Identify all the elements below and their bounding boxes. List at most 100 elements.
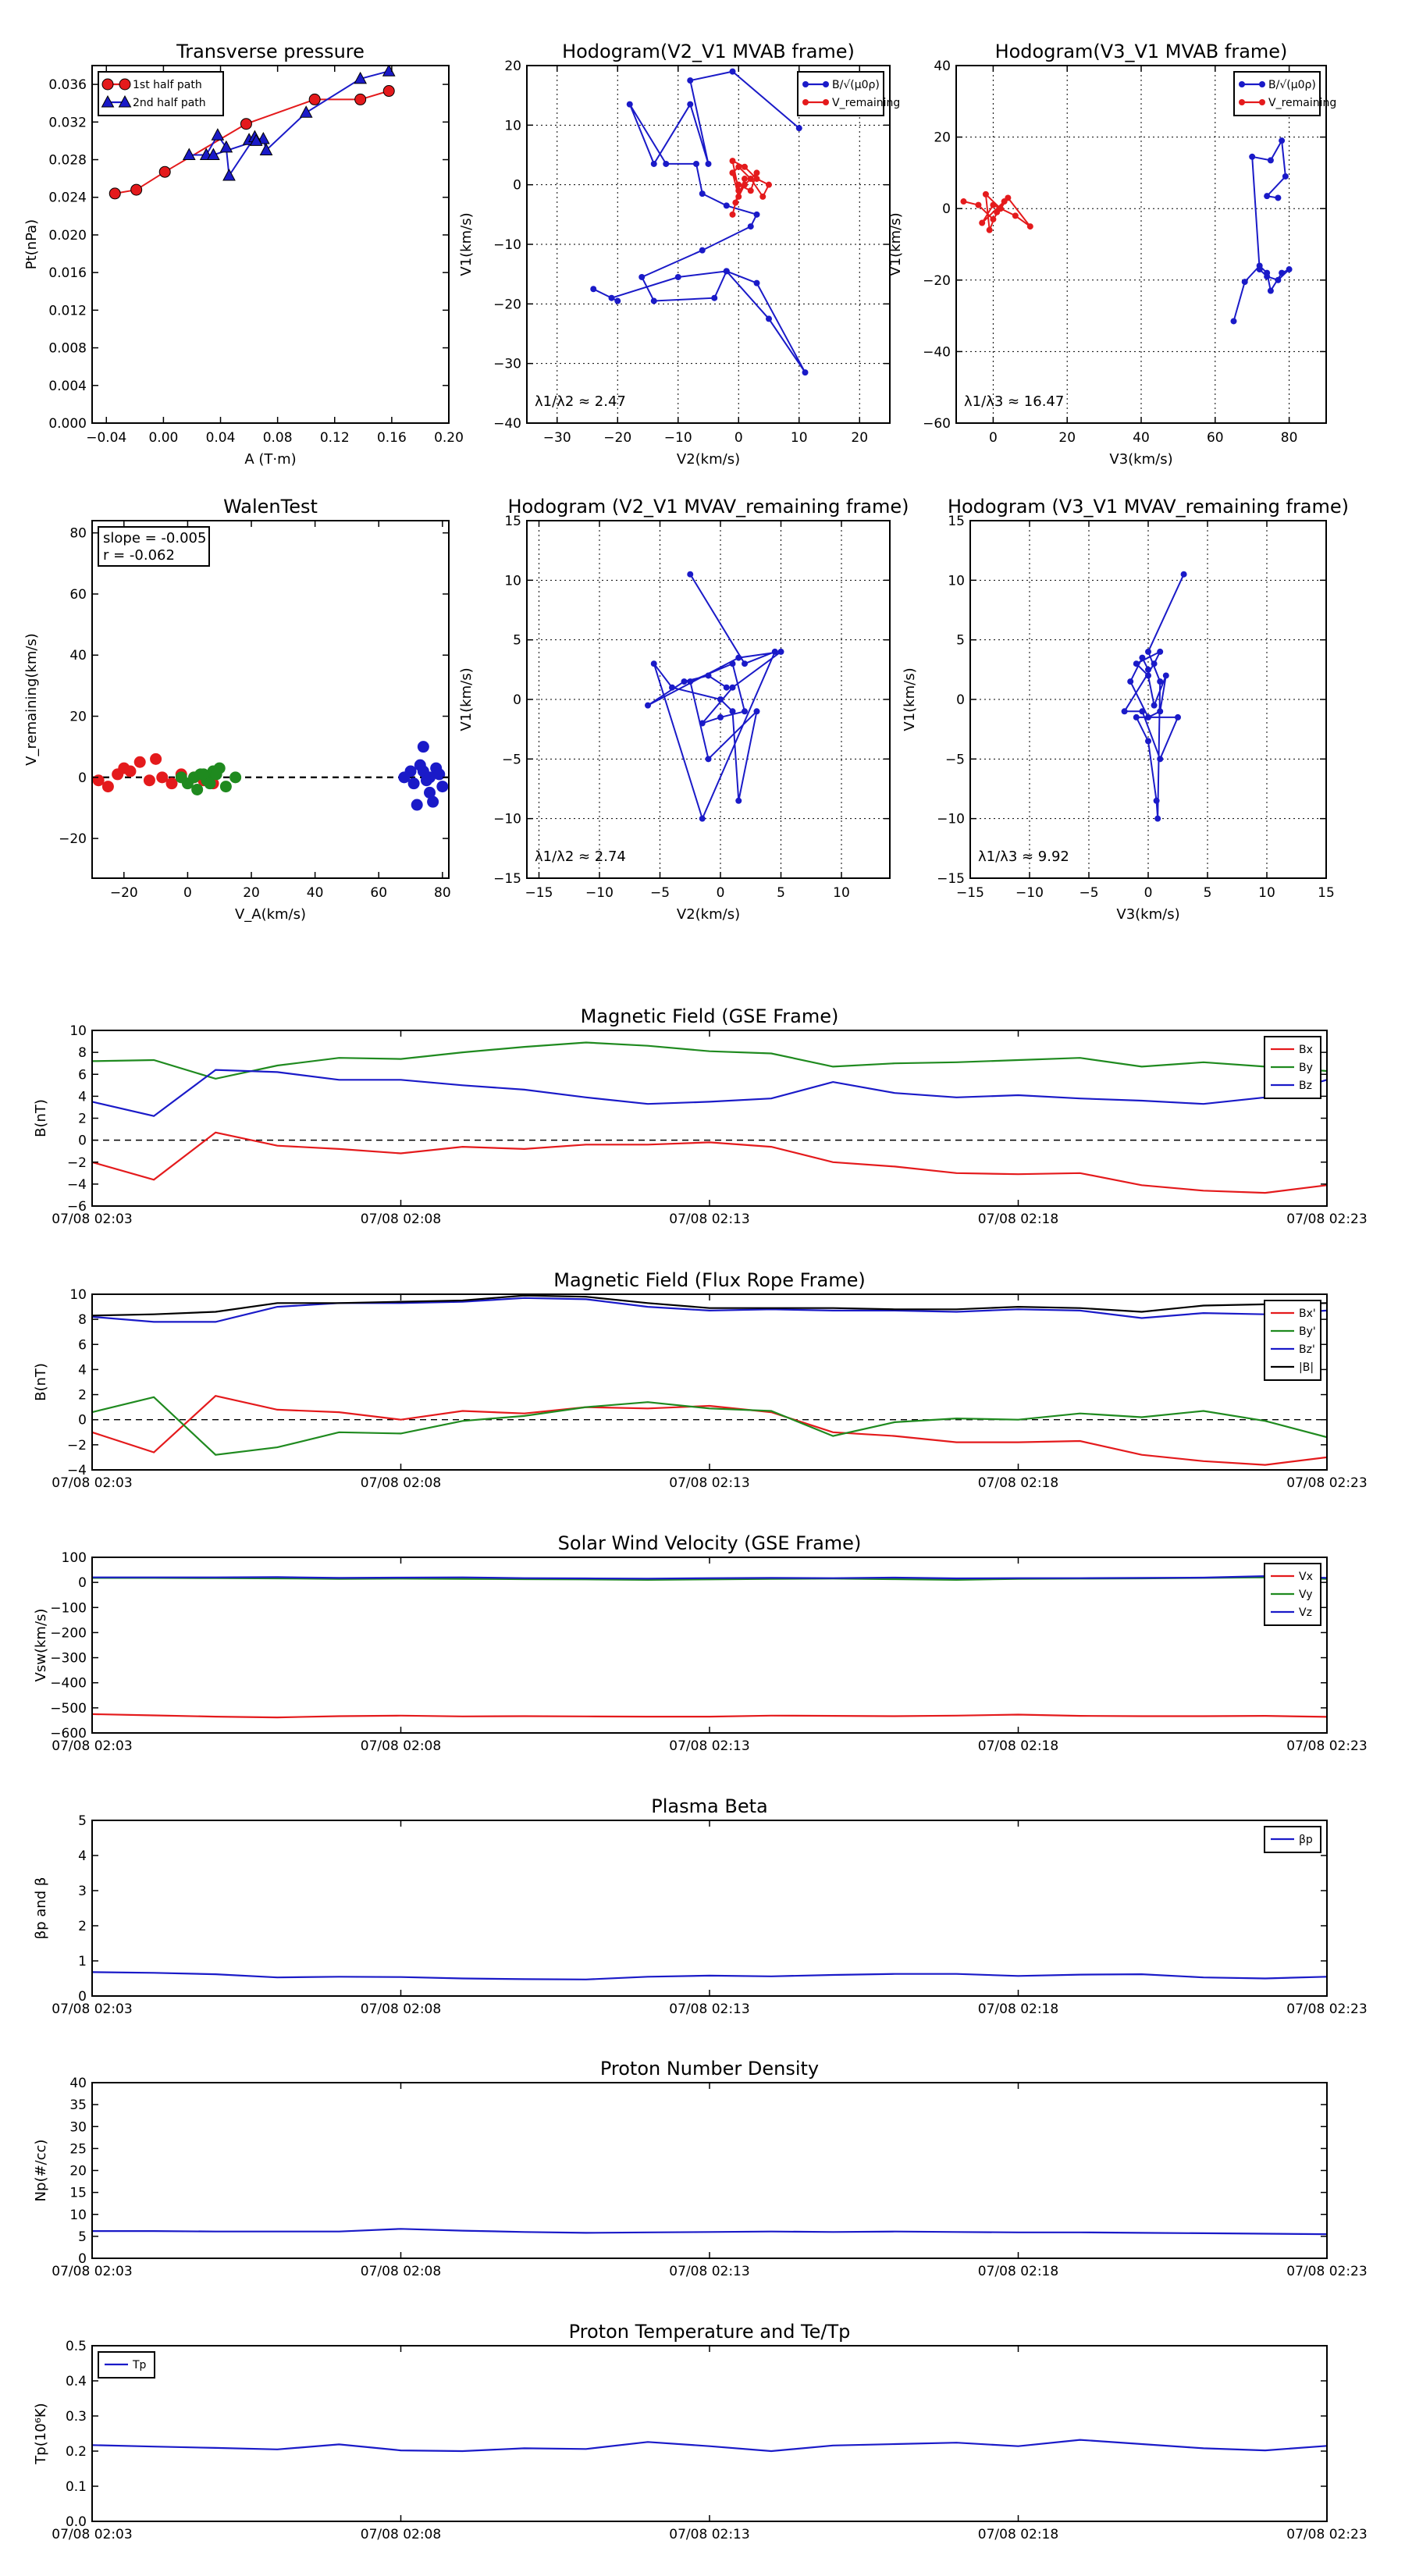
x-tick-label: 07/08 02:23 — [1286, 1475, 1367, 1491]
data-point — [156, 771, 169, 784]
y-tick-label: −15 — [937, 871, 965, 887]
x-tick-label: 07/08 02:08 — [361, 2264, 441, 2279]
chart-h21: −30 −20 −10 0 10 20 −40 −30 −20 −10 0 10 20 Hodogram(… — [458, 41, 900, 468]
data-point — [143, 774, 155, 787]
chart-title: Solar Wind Velocity (GSE Frame) — [558, 1532, 862, 1554]
x-tick-label: 0 — [183, 885, 192, 901]
plot-area — [92, 2228, 1327, 2236]
data-point — [766, 181, 772, 188]
y-tick-label: 5 — [956, 633, 965, 649]
y-axis-label: Tp(10⁶K) — [33, 2403, 49, 2464]
data-point — [1154, 815, 1161, 822]
annotation-text: λ1/λ3 ≈ 16.47 — [964, 393, 1064, 410]
y-axis-label: Vsw(km/s) — [33, 1609, 49, 1682]
data-point — [626, 101, 633, 108]
data-point — [165, 777, 178, 790]
x-tick-label: 40 — [307, 885, 324, 901]
data-point — [1241, 279, 1248, 286]
x-tick-label: −20 — [603, 430, 631, 446]
data-point — [150, 753, 162, 765]
x-tick-label: 0 — [717, 885, 725, 901]
series-line — [963, 192, 1031, 231]
x-tick-label: 15 — [1318, 885, 1335, 901]
y-tick-label: 0 — [513, 692, 521, 708]
series-line — [92, 1297, 1327, 1323]
legend-label: By' — [1299, 1325, 1316, 1338]
chart-title: Magnetic Field (Flux Rope Frame) — [553, 1269, 865, 1291]
series-2 — [92, 1069, 1327, 1117]
series-0 — [92, 2439, 1327, 2453]
legend-marker — [802, 81, 809, 87]
y-tick-label: −20 — [493, 297, 521, 312]
y-tick-label: 25 — [69, 2141, 87, 2157]
y-tick-label: 8 — [78, 1312, 87, 1328]
plot-area — [645, 571, 784, 822]
y-tick-label: 15 — [948, 514, 965, 529]
data-point — [1264, 193, 1271, 200]
y-tick-label: −10 — [493, 237, 521, 253]
data-point — [382, 66, 396, 76]
data-point — [108, 187, 121, 200]
series-2 — [398, 741, 449, 811]
data-point — [417, 741, 429, 753]
legend-marker — [1259, 81, 1265, 87]
y-tick-label: 0.028 — [48, 153, 87, 169]
legend: B/√(μ0ρ) V_remaining — [1233, 71, 1336, 116]
data-point — [742, 660, 748, 667]
series-2 — [92, 1574, 1327, 1580]
x-tick-label: 20 — [851, 430, 868, 446]
data-point — [1230, 318, 1237, 325]
data-point — [735, 181, 742, 188]
y-tick-label: −20 — [923, 273, 951, 289]
x-tick-label: 07/08 02:03 — [52, 2527, 132, 2542]
y-tick-label: 40 — [69, 2076, 87, 2091]
data-point — [747, 187, 754, 194]
axes-frame — [91, 1293, 1328, 1471]
data-point — [717, 696, 724, 703]
data-point — [753, 279, 760, 286]
data-point — [990, 201, 997, 208]
plot-area — [92, 1294, 1327, 1466]
y-tick-label: 10 — [69, 2208, 87, 2223]
x-tick-label: 5 — [1204, 885, 1212, 901]
x-tick-label: −30 — [543, 430, 571, 446]
data-point — [1282, 173, 1289, 180]
legend-label: Bx' — [1299, 1308, 1316, 1320]
y-axis-label: Np(#/cc) — [33, 2140, 49, 2202]
data-point — [427, 795, 439, 808]
series-line — [592, 70, 806, 373]
chart-title: Hodogram(V2_V1 MVAB frame) — [562, 41, 855, 62]
y-tick-label: −100 — [50, 1600, 87, 1616]
data-point — [717, 713, 724, 720]
x-tick-label: 07/08 02:23 — [1286, 2527, 1367, 2542]
y-axis-label: V1(km/s) — [458, 212, 475, 276]
series-1 — [175, 762, 242, 795]
legend: βp — [1264, 1826, 1321, 1853]
x-tick-label: 07/08 02:18 — [978, 1475, 1058, 1491]
series-3 — [92, 1294, 1327, 1317]
y-tick-label: 40 — [69, 648, 87, 664]
y-tick-label: 0 — [78, 1413, 87, 1429]
x-axis-label: A (T·m) — [244, 451, 296, 468]
series-0 — [1230, 137, 1293, 325]
chart-title: Hodogram (V2_V1 MVAV_remaining frame) — [507, 496, 909, 518]
data-point — [711, 294, 718, 301]
data-point — [753, 708, 760, 715]
y-tick-label: 8 — [78, 1045, 87, 1061]
data-point — [1267, 287, 1274, 294]
data-point — [211, 128, 225, 141]
series-0 — [92, 1971, 1327, 1980]
data-point — [729, 708, 736, 715]
legend-marker — [119, 78, 131, 91]
data-point — [674, 273, 681, 280]
y-tick-label: 0.004 — [48, 379, 87, 394]
annotation-text: λ1/λ3 ≈ 9.92 — [978, 849, 1069, 865]
legend-label: |B| — [1299, 1361, 1314, 1374]
legend-label: V_remaining — [1268, 97, 1336, 109]
data-point — [650, 160, 657, 167]
data-point — [742, 181, 748, 188]
y-tick-label: 0 — [78, 1575, 87, 1591]
legend-marker — [823, 99, 829, 105]
